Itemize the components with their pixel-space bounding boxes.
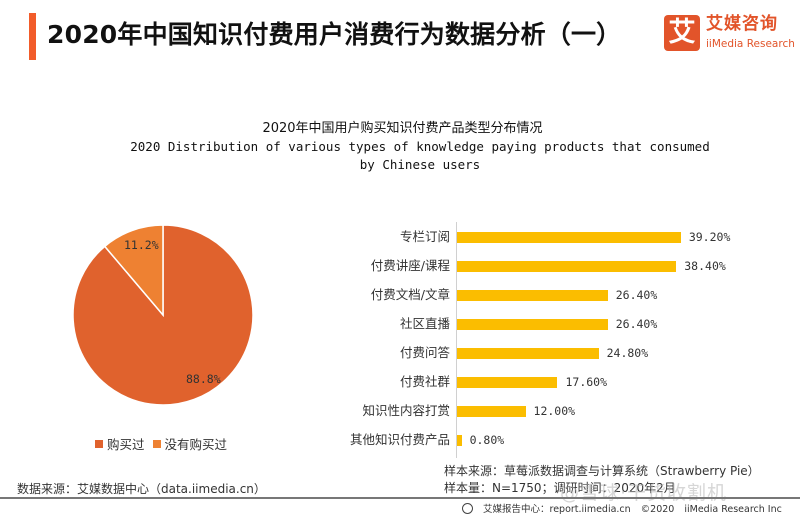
page-title: 2020年中国知识付费用户消费行为数据分析（一） (47, 20, 622, 49)
logo-mark-icon: 艾 (664, 15, 700, 51)
logo-name-cn: 艾媒咨询 (706, 14, 778, 34)
pie-chart: 11.2% 88.8% (72, 224, 254, 406)
sample-info: 样本来源：草莓派数据调查与计算系统（Strawberry Pie） 样本量：N=… (444, 463, 760, 497)
brand-logo: 艾 艾媒咨询 iiMedia Research (664, 13, 795, 55)
footer-company: iiMedia Research Inc (684, 504, 782, 515)
legend-label: 购买过 (107, 437, 145, 452)
chart-title-en-line2: by Chinese users (359, 157, 481, 172)
bar (457, 406, 526, 417)
bar-row: 知识性内容打赏 12.00% (330, 401, 770, 421)
bar (457, 261, 677, 272)
title-accent-bar (29, 13, 36, 60)
bar-value-label: 0.80% (469, 433, 505, 447)
bar-value-label: 26.40% (615, 288, 658, 302)
bar-row: 其他知识付费产品 0.80% (330, 430, 770, 450)
bar-chart-axis (456, 222, 457, 458)
bar-row: 社区直播 26.40% (330, 314, 770, 334)
bar-category-label: 知识性内容打赏 (362, 403, 450, 418)
bar (457, 377, 558, 388)
pie-slice (103, 224, 164, 318)
chart-title-cn: 2020年中国用户购买知识付费产品类型分布情况 (262, 121, 543, 136)
bar (457, 290, 608, 301)
sample-size: 样本量：N=1750；调研时间：2020年2月 (444, 481, 676, 495)
footer: 艾媒报告中心：report.iimedia.cn ©2020 iiMedia Res… (462, 503, 792, 516)
footer-report-center[interactable]: 艾媒报告中心：report.iimedia.cn (483, 504, 631, 515)
bar-value-label: 17.60% (565, 375, 608, 389)
bar (457, 232, 681, 243)
bar-category-label: 付费社群 (399, 374, 450, 389)
pie-legend: 购买过 没有购买过 (95, 434, 235, 453)
bar-category-label: 其他知识付费产品 (349, 432, 450, 447)
bar-category-label: 付费讲座/课程 (370, 258, 450, 273)
bar (457, 348, 599, 359)
pie-label-purchased: 88.8% (186, 372, 221, 386)
report-center-icon (462, 503, 473, 514)
legend-swatch-icon (95, 439, 103, 448)
pie-label-not-purchased: 11.2% (124, 238, 159, 252)
bar-category-label: 专栏订阅 (399, 229, 450, 244)
chart-title-en-line1: 2020 Distribution of various types of kn… (130, 139, 710, 154)
bar-chart: 专栏订阅 39.20% 付费讲座/课程 38.40% 付费文档/文章 26.40% 社区直播… (330, 222, 770, 458)
bar-row: 付费社群 17.60% (330, 372, 770, 392)
bar-value-label: 39.20% (688, 230, 731, 244)
bar-category-label: 付费问答 (399, 345, 450, 360)
legend-item-not-purchased: 没有购买过 (152, 434, 228, 453)
bar-value-label: 24.80% (606, 346, 649, 360)
bar (457, 319, 608, 330)
legend-item-purchased: 购买过 (95, 434, 145, 453)
footer-copyright: ©2020 (640, 504, 675, 515)
watermark: @雪球·干货收割机 (560, 482, 728, 504)
data-source: 数据来源：艾媒数据中心（data.iimedia.cn） (17, 482, 266, 496)
bar-category-label: 付费文档/文章 (370, 287, 450, 302)
bar-value-label: 12.00% (533, 404, 576, 418)
chart-heading: 2020年中国用户购买知识付费产品类型分布情况 2020 Distributio… (0, 120, 800, 174)
logo-name-en: iiMedia Research (706, 38, 795, 50)
bar-category-label: 社区直播 (399, 316, 450, 331)
sample-source: 样本来源：草莓派数据调查与计算系统（Strawberry Pie） (444, 464, 760, 478)
bar-row: 付费文档/文章 26.40% (330, 285, 770, 305)
bar-value-label: 26.40% (615, 317, 658, 331)
legend-swatch-icon (152, 439, 161, 448)
pie-chart-graphic (72, 224, 254, 406)
bar-row: 付费讲座/课程 38.40% (330, 256, 770, 276)
legend-label: 没有购买过 (164, 437, 228, 452)
bar-value-label: 38.40% (684, 259, 726, 273)
bar-row: 付费问答 24.80% (330, 343, 770, 363)
footer-divider (0, 497, 800, 499)
bar-row: 专栏订阅 39.20% (330, 227, 770, 247)
bar (457, 435, 462, 446)
